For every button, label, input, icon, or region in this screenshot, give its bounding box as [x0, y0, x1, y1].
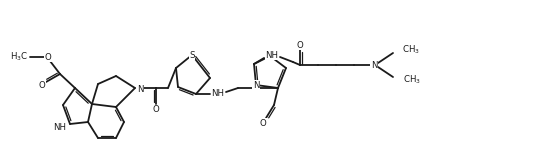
- Text: O: O: [296, 41, 303, 49]
- Text: O: O: [39, 81, 45, 89]
- Text: NH: NH: [53, 124, 66, 132]
- Text: CH$_3$: CH$_3$: [402, 44, 420, 56]
- Text: H$_3$C: H$_3$C: [10, 51, 28, 63]
- Text: N: N: [371, 61, 377, 69]
- Text: S: S: [267, 51, 273, 61]
- Text: S: S: [189, 51, 195, 59]
- Text: N: N: [137, 85, 143, 95]
- Text: O: O: [260, 118, 266, 128]
- Text: NH: NH: [266, 51, 279, 59]
- Text: N: N: [253, 81, 259, 89]
- Text: O: O: [45, 53, 51, 61]
- Text: NH: NH: [211, 89, 225, 99]
- Text: O: O: [153, 105, 160, 115]
- Text: CH$_3$: CH$_3$: [403, 74, 421, 86]
